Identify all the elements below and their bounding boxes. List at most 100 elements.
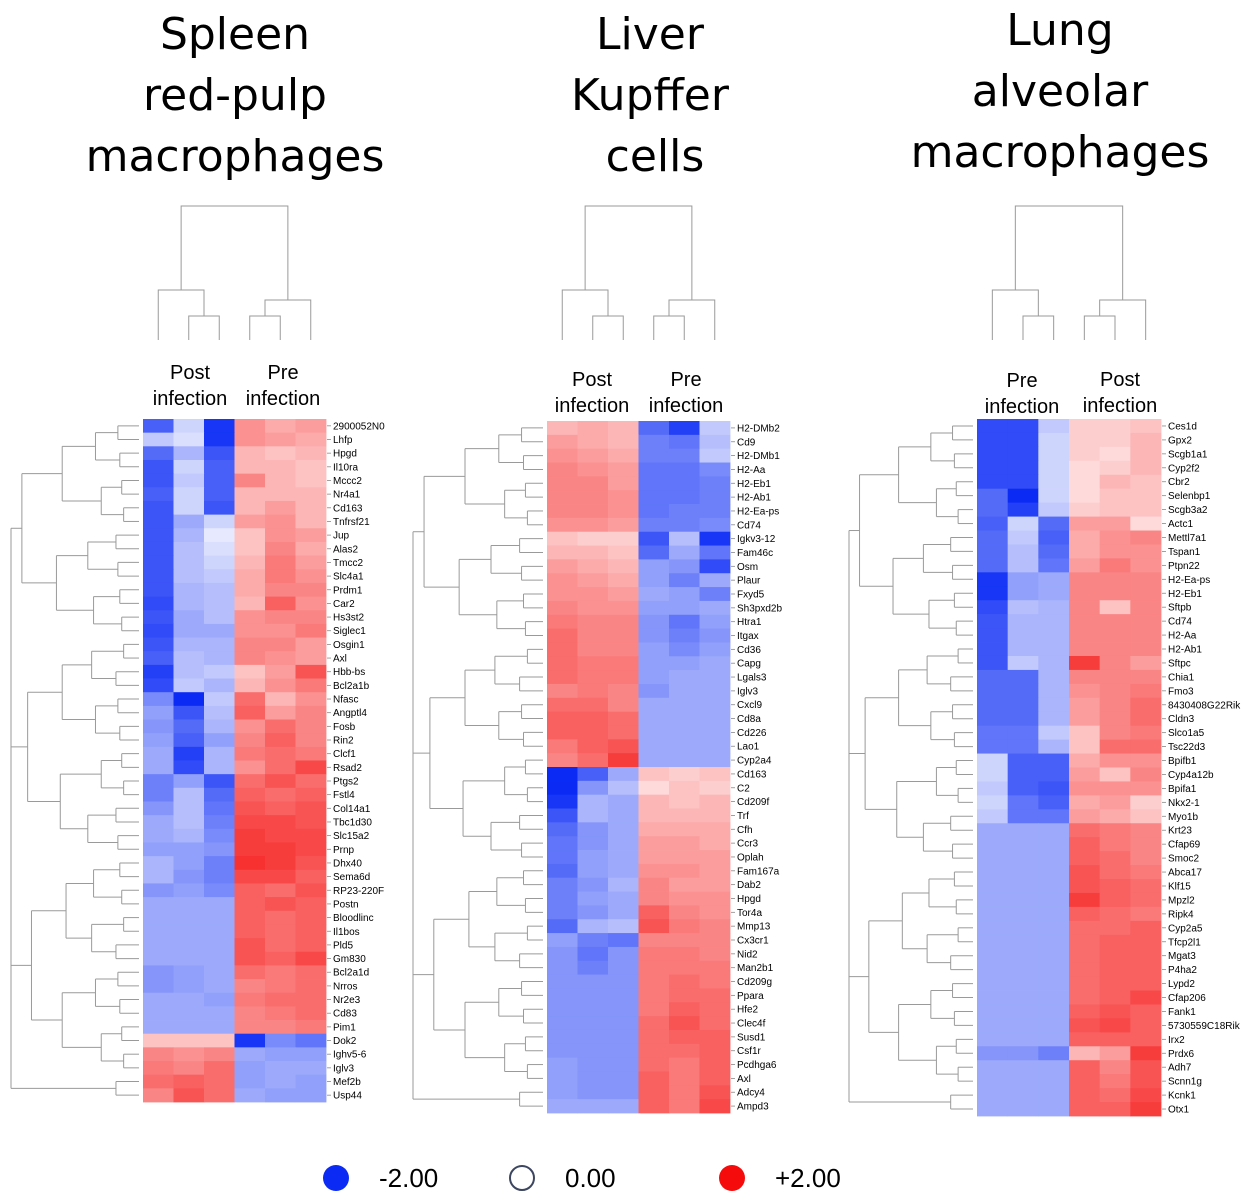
heatmap-cell bbox=[1130, 432, 1162, 448]
heatmap-cell bbox=[265, 883, 296, 898]
heatmap-cell bbox=[608, 573, 639, 588]
heatmap-cell bbox=[1099, 669, 1131, 685]
heatmap-cell bbox=[1038, 642, 1070, 657]
heatmap-cell bbox=[234, 623, 266, 638]
heatmap-cell bbox=[1038, 1060, 1070, 1075]
heatmap-cell bbox=[638, 836, 670, 851]
gene-label: Cldn3 bbox=[1168, 714, 1195, 725]
heatmap-cell bbox=[295, 828, 327, 843]
heatmap-cell bbox=[173, 842, 205, 857]
heatmap-cell bbox=[265, 951, 296, 966]
heatmap-cell bbox=[1007, 781, 1039, 796]
heatmap-cell bbox=[295, 719, 327, 734]
gene-label: Dab2 bbox=[737, 880, 761, 891]
heatmap-cell bbox=[1038, 879, 1070, 894]
heatmap-cell bbox=[295, 664, 327, 679]
heatmap-cell bbox=[577, 587, 609, 602]
heatmap-cell bbox=[173, 459, 205, 475]
heatmap-cell bbox=[265, 774, 296, 789]
heatmap-cell bbox=[699, 587, 731, 602]
gene-label: Rin2 bbox=[333, 736, 354, 747]
heatmap-cell bbox=[234, 528, 266, 543]
heatmap-cell bbox=[699, 1099, 731, 1114]
heatmap-cell bbox=[577, 767, 609, 782]
heatmap-cell bbox=[1130, 572, 1162, 587]
heatmap-cell bbox=[173, 569, 205, 584]
heatmap-cell bbox=[295, 842, 327, 857]
heatmap-cell bbox=[1069, 753, 1101, 768]
heatmap-cell bbox=[234, 459, 266, 475]
heatmap-cell bbox=[608, 670, 639, 685]
heatmap-cell bbox=[577, 933, 609, 948]
heatmap-cell bbox=[638, 960, 670, 975]
heatmap-cell bbox=[204, 842, 235, 857]
heatmap-cell bbox=[1069, 530, 1101, 545]
heatmap-cell bbox=[1130, 474, 1162, 490]
heatmap-cell bbox=[638, 421, 670, 436]
column-dendrogram-branch bbox=[1022, 315, 1055, 340]
gene-label: Scgb1a1 bbox=[1168, 449, 1208, 460]
heatmap-cell bbox=[143, 801, 174, 816]
heatmap-cell bbox=[977, 669, 1009, 685]
heatmap-cell bbox=[1130, 1060, 1162, 1075]
heatmap-cell bbox=[577, 656, 609, 671]
heatmap-cell bbox=[234, 760, 266, 775]
heatmap-cell bbox=[1007, 948, 1039, 964]
heatmap-cell bbox=[234, 555, 266, 570]
heatmap-cell bbox=[977, 795, 1009, 810]
heatmap-cell bbox=[143, 897, 174, 912]
heatmap-cell bbox=[1038, 530, 1070, 545]
heatmap-cell bbox=[547, 559, 578, 574]
heatmap-cell bbox=[577, 836, 609, 851]
heatmap-cell bbox=[547, 808, 578, 823]
heatmap-cell bbox=[1038, 474, 1070, 490]
heatmap-cell bbox=[1130, 753, 1162, 768]
heatmap-cell bbox=[234, 582, 266, 597]
heatmap-cell bbox=[669, 573, 700, 588]
heatmap-cell bbox=[699, 988, 731, 1003]
heatmap-cell bbox=[173, 979, 205, 994]
heatmap-cell bbox=[1069, 809, 1101, 824]
heatmap-cell bbox=[143, 774, 174, 789]
gene-label: Ripk4 bbox=[1168, 909, 1194, 920]
heatmap-cell bbox=[234, 992, 266, 1007]
heatmap-cell bbox=[638, 974, 670, 989]
heatmap-cell bbox=[173, 623, 205, 638]
heatmap-cell bbox=[638, 642, 670, 657]
heatmap-cell bbox=[977, 572, 1009, 587]
gene-label: Cd36 bbox=[737, 645, 761, 656]
heatmap-cell bbox=[638, 545, 670, 560]
heatmap-cell bbox=[608, 1016, 639, 1031]
heatmap-cell bbox=[547, 587, 578, 602]
heatmap-cell bbox=[977, 697, 1009, 713]
heatmap-cell bbox=[1099, 948, 1131, 964]
heatmap-cell bbox=[699, 863, 731, 879]
heatmap-cell bbox=[638, 490, 670, 505]
heatmap-cell bbox=[638, 905, 670, 920]
gene-label: 8430408G22Rik bbox=[1168, 700, 1241, 711]
heatmap-cell bbox=[234, 651, 266, 666]
heatmap-cell bbox=[699, 946, 731, 962]
heatmap-cell bbox=[547, 974, 578, 989]
heatmap-cell bbox=[669, 1002, 700, 1017]
gene-label: H2-Eb1 bbox=[1168, 589, 1202, 600]
heatmap-cell bbox=[1038, 544, 1070, 559]
heatmap-cell bbox=[1069, 1074, 1101, 1089]
heatmap-cell bbox=[295, 897, 327, 912]
heatmap-cell bbox=[173, 419, 205, 434]
heatmap-cell bbox=[1038, 711, 1070, 727]
heatmap-cell bbox=[204, 541, 235, 556]
heatmap-cell bbox=[173, 1006, 205, 1021]
heatmap-cell bbox=[699, 794, 731, 809]
heatmap-cell bbox=[295, 1033, 327, 1048]
heatmap-cell bbox=[173, 733, 205, 748]
heatmap-cell bbox=[669, 587, 700, 602]
heatmap-cell bbox=[265, 1020, 296, 1035]
heatmap-cell bbox=[1099, 558, 1131, 573]
heatmap-cell bbox=[1099, 697, 1131, 713]
heatmap-cell bbox=[1069, 697, 1101, 713]
heatmap-cell bbox=[1038, 1046, 1070, 1061]
heatmap-cell bbox=[638, 1071, 670, 1086]
heatmap-cell bbox=[977, 600, 1009, 615]
heatmap-cell bbox=[699, 891, 731, 906]
